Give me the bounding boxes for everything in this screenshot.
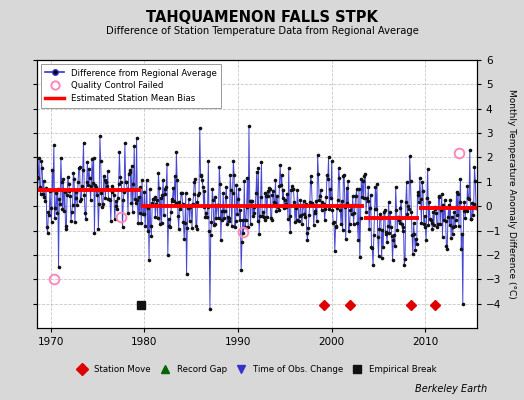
Legend: Difference from Regional Average, Quality Control Failed, Estimated Station Mean: Difference from Regional Average, Qualit… — [41, 64, 221, 108]
Text: Difference of Station Temperature Data from Regional Average: Difference of Station Temperature Data f… — [105, 26, 419, 36]
Text: TAHQUAMENON FALLS STPK: TAHQUAMENON FALLS STPK — [146, 10, 378, 25]
Y-axis label: Monthly Temperature Anomaly Difference (°C): Monthly Temperature Anomaly Difference (… — [507, 89, 516, 299]
Text: Berkeley Earth: Berkeley Earth — [415, 384, 487, 394]
Legend: Station Move, Record Gap, Time of Obs. Change, Empirical Break: Station Move, Record Gap, Time of Obs. C… — [74, 363, 439, 377]
